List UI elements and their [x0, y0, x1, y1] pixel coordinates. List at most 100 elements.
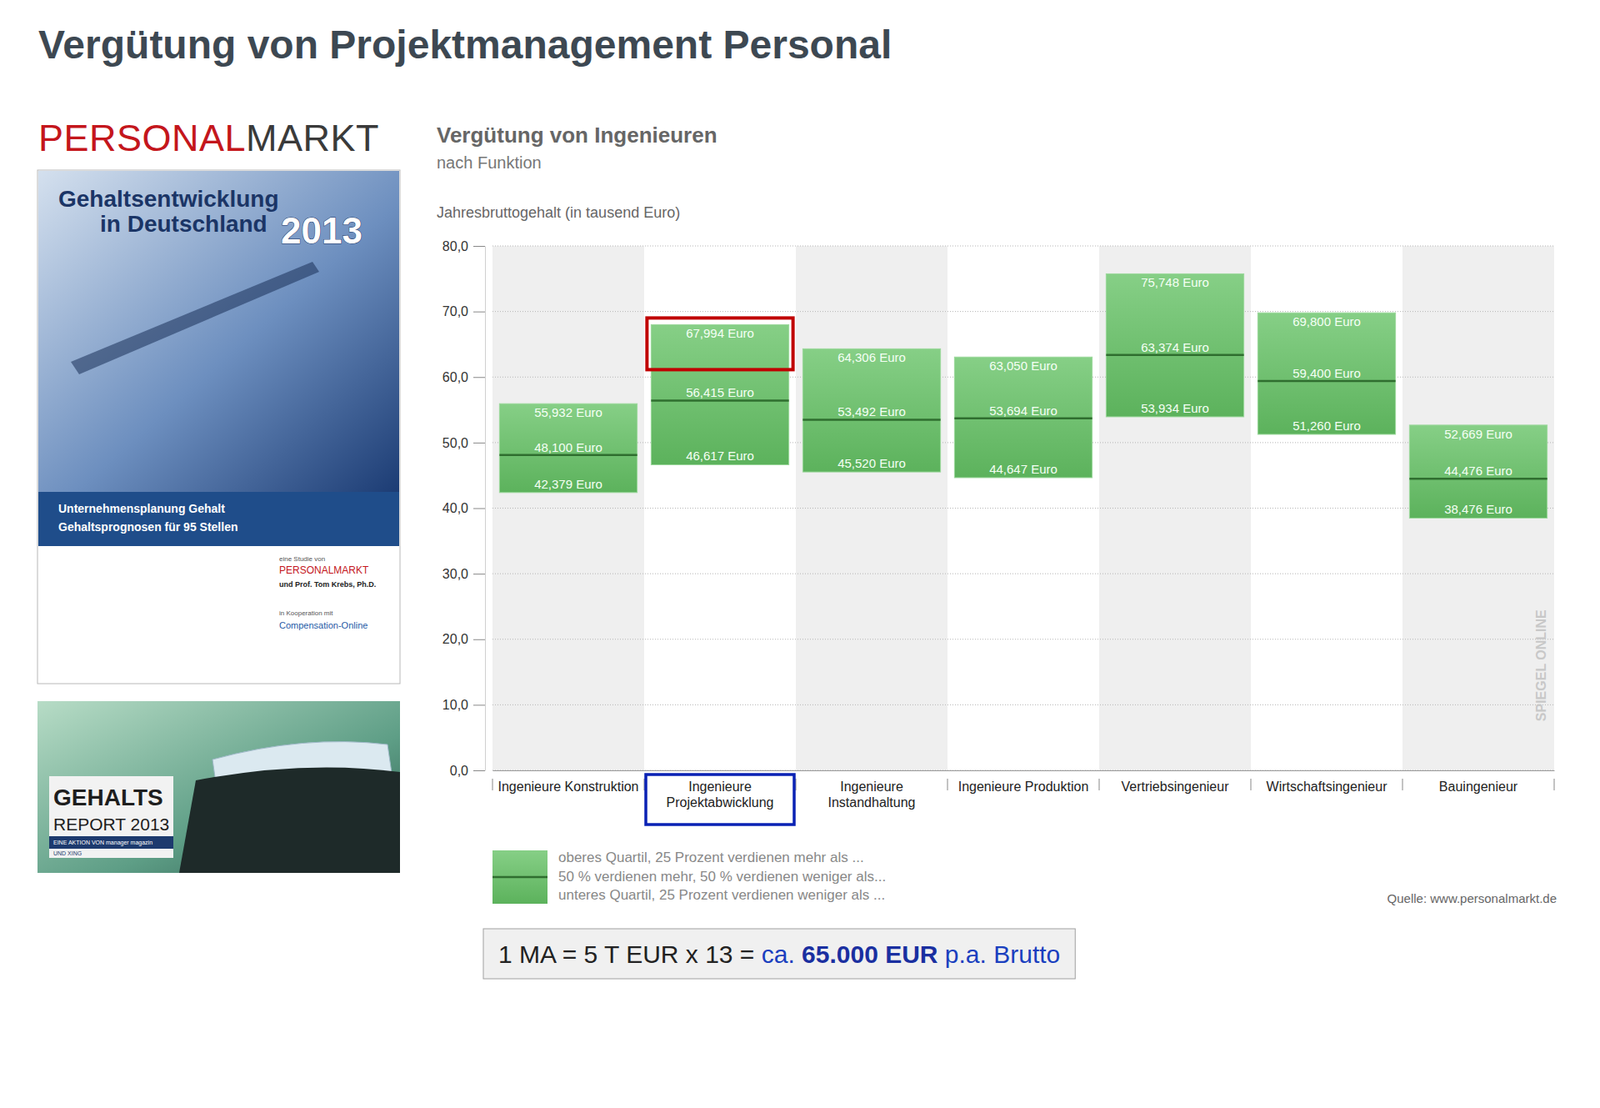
cover-band: [38, 491, 400, 546]
x-tick-label: Ingenieure Produktion: [958, 779, 1090, 794]
grid-line: [492, 310, 1555, 312]
column-stripes: [492, 245, 1555, 770]
watermark: SPIEGEL ONLINE: [1534, 609, 1549, 721]
data-label: 52,669 Euro: [1444, 426, 1513, 441]
box-body: [499, 403, 637, 493]
y-tick-label: 80,0: [442, 239, 469, 254]
cover-band-text: Unternehmensplanung Gehalt: [58, 501, 225, 515]
column-separator: [1250, 778, 1252, 790]
data-label: 56,415 Euro: [685, 385, 755, 400]
x-tick-label-line: Instandhaltung: [828, 795, 916, 810]
legend-entry: 50 % verdienen mehr, 50 % verdienen weni…: [558, 868, 886, 885]
logo-part: PERSONAL: [38, 116, 246, 160]
boxes: [499, 273, 1547, 518]
y-tick: 70,0: [442, 304, 485, 319]
x-axis: Ingenieure Konstruktion IngenieureProjekt…: [493, 770, 1555, 810]
data-label: 53,934 Euro: [1140, 400, 1210, 415]
column-separator: [492, 778, 494, 790]
chart-title: Vergütung von Ingenieuren: [436, 122, 718, 148]
x-tick-label: Wirtschaftsingenieur: [1266, 779, 1389, 794]
logo-part: MARKT: [245, 116, 380, 160]
formula: 1 MA = 5 T EUR x 13 = ca. 65.000 EUR p.a…: [483, 928, 1075, 979]
box-median: [1105, 353, 1244, 356]
data-label: 75,748 Euro: [1140, 275, 1210, 290]
box-body: [1105, 273, 1244, 417]
data-label: 59,400 Euro: [1292, 365, 1361, 380]
legend-swatch: [492, 850, 548, 904]
x-tick: Ingenieure Konstruktion: [498, 770, 640, 794]
slide-title: Vergütung von Projektmanagement Personal: [38, 22, 892, 67]
data-label: 63,050 Euro: [989, 358, 1058, 373]
y-tick-mark: [473, 508, 485, 510]
x-tick-label: Vertriebsingenieur: [1121, 779, 1230, 794]
x-tick-label: IngenieureProjektabwicklung: [666, 779, 775, 809]
source: Quelle: www.personalmarkt.de: [1387, 890, 1557, 905]
column-separators: [492, 778, 1555, 790]
formula-text: 1 MA = 5 T EUR x 13 = ca. 65.000 EUR p.a…: [498, 940, 1060, 968]
y-tick-mark: [473, 770, 485, 771]
report-small: UND XING: [53, 850, 82, 856]
cover-title: in Deutschland: [100, 210, 268, 237]
report-text: REPORT 2013: [53, 814, 170, 834]
cover-pen: [70, 261, 320, 375]
cover-credit: Compensation-Online: [279, 620, 368, 630]
box-body: [650, 324, 789, 465]
box-body: [802, 348, 940, 472]
grid-line: [492, 507, 1555, 509]
column-stripe: [795, 245, 948, 770]
y-tick-label: 40,0: [442, 500, 469, 515]
box-body: [954, 356, 1092, 478]
report-label-box: [49, 775, 174, 858]
formula-part: 65.000 EUR: [801, 940, 939, 968]
cover-credit: in Kooperation mit: [279, 609, 334, 617]
x-tick-label: Bauingenieur: [1439, 779, 1519, 794]
data-label: 63,374 Euro: [1140, 340, 1210, 355]
y-tick-mark: [473, 573, 485, 575]
y-axis-title: Jahresbruttogehalt (in tausend Euro): [436, 204, 680, 221]
slide: Vergütung von Projektmanagement Personal…: [0, 0, 1600, 1108]
formula-part: ca.: [761, 940, 802, 968]
y-tick-label: 30,0: [442, 566, 469, 581]
legend-entry: oberes Quartil, 25 Prozent verdienen meh…: [558, 849, 865, 865]
box-median: [802, 418, 940, 421]
x-tick: Wirtschaftsingenieur: [1266, 770, 1389, 794]
column-separator: [1554, 778, 1555, 790]
grid-line: [492, 245, 1555, 247]
cover-credit: und Prof. Tom Krebs, Ph.D.: [279, 580, 376, 589]
y-tick: 10,0: [442, 697, 485, 712]
data-label: 48,100 Euro: [534, 440, 603, 455]
report-band: [49, 835, 174, 849]
highlight-value: [646, 317, 793, 370]
column-separator: [947, 778, 949, 790]
data-label: 38,476 Euro: [1444, 501, 1513, 516]
y-tick: 20,0: [442, 631, 485, 646]
y-tick-mark: [473, 245, 485, 247]
cover: Gehaltsentwicklungin Deutschland2013Unte…: [37, 170, 400, 684]
cover-frame: [37, 170, 400, 684]
y-tick: 30,0: [442, 566, 485, 581]
y-tick-mark: [473, 442, 485, 444]
cover-credit: PERSONALMARKT: [279, 564, 370, 576]
y-tick-label: 70,0: [442, 304, 469, 319]
x-tick-label-line: Projektabwicklung: [666, 795, 775, 810]
column-stripe: [1402, 245, 1555, 770]
box-median: [499, 454, 637, 457]
data-label: 64,306 Euro: [837, 350, 906, 365]
report-small: EINE AKTION VON manager magazin: [53, 839, 153, 846]
y-tick: 50,0: [442, 435, 485, 450]
cover-year: 2013: [280, 210, 363, 251]
data-label: 55,932 Euro: [534, 405, 603, 420]
formula-box: [483, 928, 1075, 979]
y-tick-mark: [473, 704, 485, 705]
grid-line: [492, 573, 1555, 575]
report-image: GEHALTS REPORT 2013 EINE AKTION VON manage…: [37, 700, 400, 873]
report-text: GEHALTS: [53, 784, 164, 810]
data-label: 46,617 Euro: [685, 448, 755, 463]
grid-line: [492, 704, 1555, 705]
data-label: 51,260 Euro: [1292, 418, 1361, 433]
x-tick-label: Ingenieure Konstruktion: [498, 779, 640, 794]
legend-median: [492, 875, 548, 879]
y-tick: 80,0: [442, 239, 485, 254]
data-label: 44,647 Euro: [989, 461, 1058, 476]
y-tick-mark: [473, 311, 485, 313]
